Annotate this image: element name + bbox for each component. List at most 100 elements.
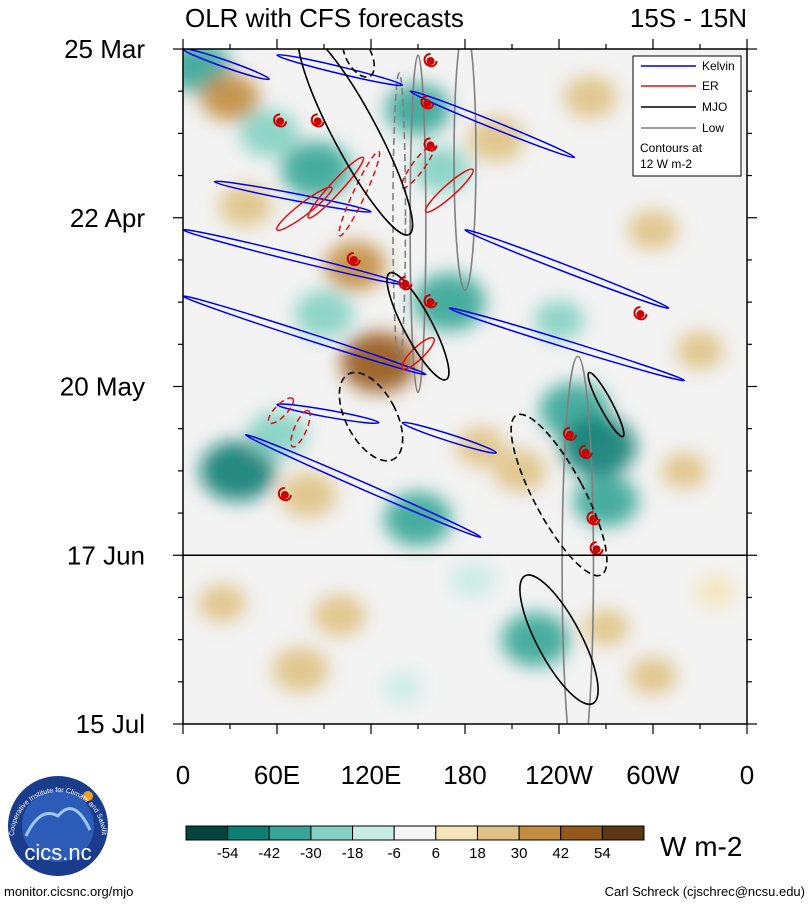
tropical-cyclone-icon-3 [273,113,288,128]
mjo-contour-1 [386,271,450,381]
tc-core [426,298,435,307]
tropical-cyclone-icon-0 [423,53,438,68]
colorbar-label-4: -6 [388,845,401,862]
colorbar-swatch-6 [435,825,478,841]
colorbar-swatch-7 [476,825,520,841]
er-contour-5 [401,336,435,370]
x-tick-label-4: 120W [525,760,593,790]
colorbar-label-9: 54 [594,845,611,862]
colorbar-swatch-8 [518,825,562,841]
kelvin-contour-10 [244,433,482,539]
tc-arm [273,113,288,128]
tc-arm [310,113,325,128]
colorbar-swatch-9 [560,825,603,841]
x-tick-label-1: 60E [254,760,300,790]
anomaly-blob-3 [281,141,352,198]
colorbar-swatch-5 [393,825,437,841]
kelvin-contour-3 [213,180,372,213]
anomaly-blob-27 [313,594,366,637]
legend: Kelvin ER MJO Low Contours at 12 W m-2 [632,55,742,177]
x-tick-label-0: 0 [176,760,190,790]
anomaly-blob-4 [219,184,273,227]
low-contour-1 [392,72,407,364]
colorbar-swatch-2 [268,825,312,841]
tropical-cyclone-icon-2 [423,137,438,152]
mjo-contour-4 [338,371,404,462]
chart-region: 15S - 15N [630,3,747,33]
logo-text: cics.nc [24,840,91,865]
x-axis: 0 60E 120E 180 120W 60W 0 [176,39,754,790]
tropical-cyclone-icon-12 [586,511,601,526]
anomaly-blob-24 [455,426,506,467]
er-contour-4 [424,168,474,213]
tropical-cyclone-icon-10 [578,444,593,459]
colorbar-label-8: 42 [552,845,569,862]
anomaly-blob-20 [200,440,276,502]
er-contour-0 [276,186,333,232]
tc-arm [586,511,601,526]
footer-website[interactable]: monitor.cicsnc.org/mjo [4,884,133,899]
anomaly-blob-25 [661,452,707,489]
tc-arm [346,251,361,267]
low-contour-3 [561,355,595,724]
anomaly-blob-28 [450,561,496,598]
legend-low-label: Low [702,121,724,135]
kelvin-contour-9 [401,421,498,454]
tc-arm [562,426,577,441]
er-contour-6 [267,397,295,425]
chart-title: OLR with CFS forecasts [185,3,464,33]
legend-box [632,55,742,177]
legend-kelvin-label: Kelvin [702,59,735,73]
anomaly-blob-2 [239,109,299,157]
colorbar-label-1: -42 [258,845,280,862]
logo-inner [22,790,94,862]
x-tick-label-3: 180 [443,760,486,790]
anomaly-blob-33 [383,672,422,704]
tc-arm [420,95,435,110]
tropical-cyclone-icon-9 [562,426,577,441]
tc-arm [589,541,604,556]
mjo-contour-2 [587,371,625,438]
tc-arm [423,53,438,68]
y-tick-label-4: 15 Jul [76,709,145,739]
anomaly-blob-34 [695,575,737,608]
x-tick-label-2: 120E [341,760,402,790]
logo-sun [83,791,93,801]
y-axis: 25 Mar 22 Apr 20 May 17 Jun 15 Jul [60,34,757,739]
er-contour-1 [307,156,365,219]
tc-core [401,280,410,289]
colorbar-units: W m-2 [660,831,742,862]
anomaly-blob-30 [583,609,629,646]
x-tick-label-5: 60W [626,760,680,790]
legend-mjo-label: MJO [702,100,727,114]
tc-core [636,310,645,319]
anomaly-blob-14 [676,331,724,370]
low-contour-0 [409,54,427,394]
colorbar-swatch-1 [227,825,270,841]
kelvin-contour-2 [409,90,576,159]
tc-core [276,117,285,126]
anomaly-blob-1 [200,73,260,121]
anomaly-blob-17 [560,416,636,478]
footer-author: Carl Schreck (cjschrec@ncsu.edu) [605,884,805,899]
low-contours [392,49,595,724]
olr-anomaly-field [183,49,737,704]
er-contour-2 [338,150,381,237]
tc-arm [423,294,438,309]
legend-note-line1: Contours at [640,141,703,155]
kelvin-contour-5 [464,228,670,310]
logo-wave [24,807,92,837]
colorbar-label-2: -30 [300,845,322,862]
tropical-cyclone-icon-1 [420,95,435,110]
tc-core [589,515,598,524]
tropical-cyclone-icon-6 [398,276,413,291]
legend-note-line2: 12 W m-2 [640,157,692,171]
colorbar-label-6: 18 [469,845,486,862]
tc-core [349,255,358,264]
kelvin-contour-8 [276,403,380,425]
colorbar-swatch-10 [601,825,645,841]
tc-arm [578,444,593,459]
anomaly-blob-5 [385,83,451,136]
colorbar-label-5: 6 [432,845,440,862]
tropical-cyclone-icon-13 [589,541,604,556]
